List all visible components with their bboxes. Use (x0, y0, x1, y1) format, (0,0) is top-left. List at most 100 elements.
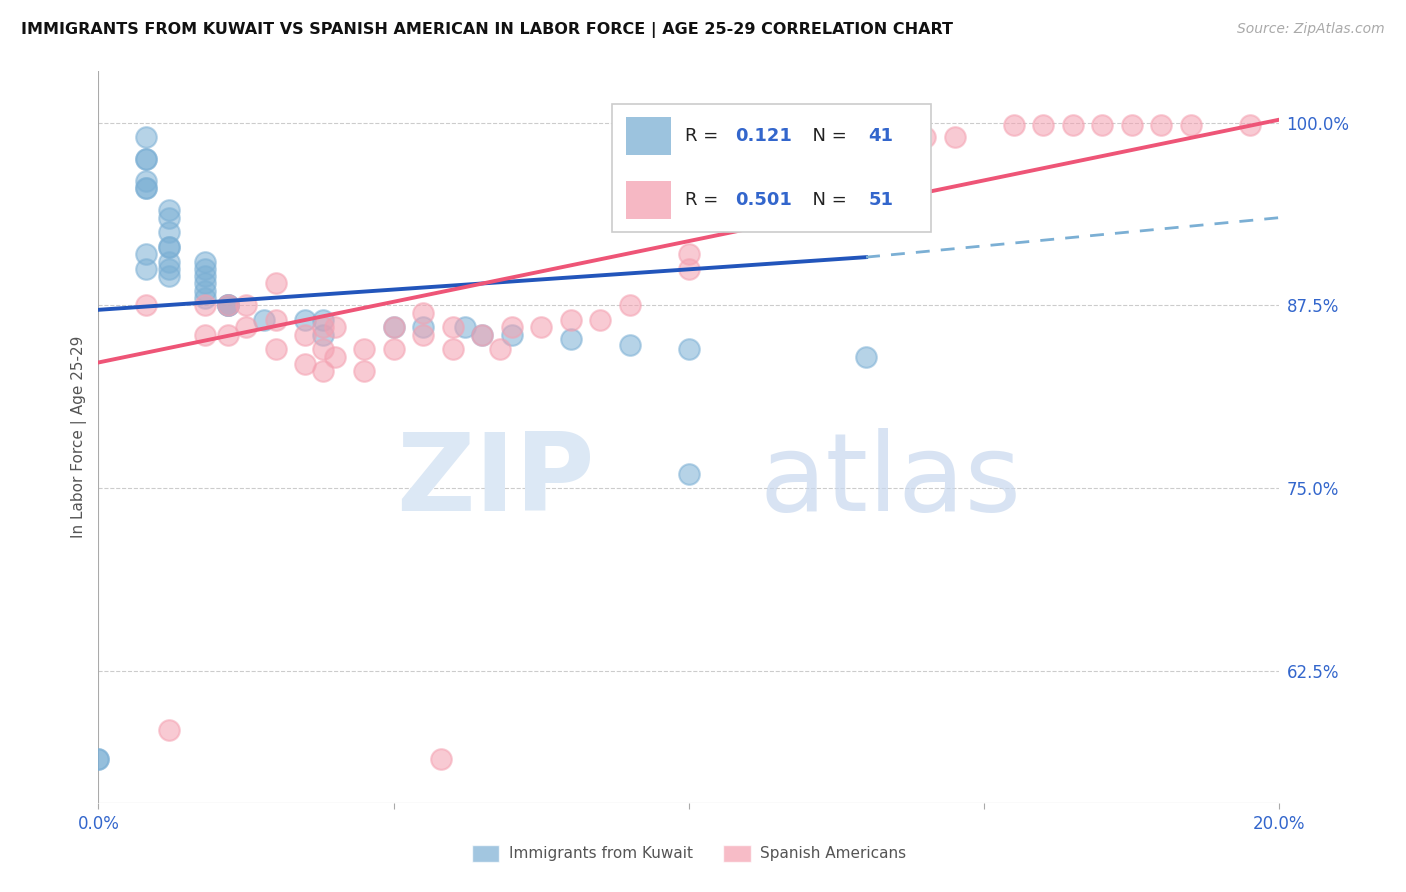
Point (312, 364, 335, 378)
Point (501, 320, 523, 334)
Point (157, 240, 180, 254)
Point (157, 225, 180, 239)
Point (914, 130, 936, 145)
Text: N =: N = (801, 128, 852, 145)
Point (194, 269, 217, 284)
Bar (626, 117, 671, 155)
Point (157, 261, 180, 276)
Point (194, 284, 217, 298)
Point (430, 752, 453, 766)
Point (194, 277, 217, 291)
Point (796, 174, 818, 188)
Point (312, 327, 335, 342)
Bar (626, 181, 671, 219)
Point (157, 254, 180, 268)
Point (855, 152, 877, 166)
Point (471, 327, 494, 342)
Point (678, 247, 700, 261)
Point (589, 313, 612, 327)
Point (135, 152, 157, 166)
Point (235, 320, 257, 334)
Point (412, 306, 434, 320)
Point (441, 343, 464, 357)
Point (312, 343, 335, 357)
Point (294, 327, 316, 342)
Point (294, 357, 316, 371)
Point (501, 327, 523, 342)
Point (312, 320, 335, 334)
Text: 41: 41 (869, 128, 893, 145)
Text: R =: R = (685, 128, 724, 145)
Text: atlas: atlas (759, 428, 1022, 534)
Point (194, 298, 217, 312)
Point (194, 261, 217, 276)
Point (87, 752, 110, 766)
Y-axis label: In Labor Force | Age 25-29: In Labor Force | Age 25-29 (72, 336, 87, 538)
Text: IMMIGRANTS FROM KUWAIT VS SPANISH AMERICAN IN LABOR FORCE | AGE 25-29 CORRELATIO: IMMIGRANTS FROM KUWAIT VS SPANISH AMERIC… (21, 22, 953, 38)
Point (264, 277, 287, 291)
Point (217, 298, 239, 312)
Text: 0.501: 0.501 (735, 191, 792, 210)
Point (1032, 119, 1054, 133)
Point (217, 327, 239, 342)
Point (619, 298, 641, 312)
Point (217, 298, 239, 312)
Point (1002, 119, 1025, 133)
Point (471, 327, 494, 342)
Point (1062, 119, 1084, 133)
Point (1121, 119, 1143, 133)
Point (312, 313, 335, 327)
Text: N =: N = (801, 191, 852, 210)
Point (1239, 119, 1261, 133)
Point (855, 350, 877, 364)
Point (235, 298, 257, 312)
Point (943, 130, 966, 145)
Point (135, 261, 157, 276)
Point (560, 332, 582, 346)
Point (157, 240, 180, 254)
Point (825, 167, 848, 181)
Point (1150, 119, 1173, 133)
Point (884, 152, 907, 166)
Point (217, 298, 239, 312)
Point (264, 343, 287, 357)
Legend: Immigrants from Kuwait, Spanish Americans: Immigrants from Kuwait, Spanish American… (465, 838, 912, 868)
Point (530, 320, 553, 334)
Point (194, 327, 217, 342)
Point (353, 343, 375, 357)
Point (194, 291, 217, 305)
Point (678, 467, 700, 481)
Point (412, 320, 434, 334)
Point (157, 203, 180, 218)
Point (135, 152, 157, 166)
Point (323, 320, 346, 334)
Point (1091, 119, 1114, 133)
Point (1180, 119, 1202, 133)
Point (135, 298, 157, 312)
Point (217, 298, 239, 312)
Text: Source: ZipAtlas.com: Source: ZipAtlas.com (1237, 22, 1385, 37)
Point (87, 752, 110, 766)
Text: 0.121: 0.121 (735, 128, 792, 145)
Point (382, 320, 405, 334)
Point (353, 364, 375, 378)
Point (294, 313, 316, 327)
Text: R =: R = (685, 191, 724, 210)
Point (157, 211, 180, 225)
Point (253, 313, 276, 327)
Point (489, 343, 512, 357)
Point (737, 188, 759, 202)
FancyBboxPatch shape (612, 104, 931, 232)
Point (678, 261, 700, 276)
Point (453, 320, 475, 334)
Point (135, 247, 157, 261)
Text: 51: 51 (869, 191, 893, 210)
Point (135, 181, 157, 195)
Point (441, 320, 464, 334)
Point (382, 343, 405, 357)
Point (135, 181, 157, 195)
Point (135, 174, 157, 188)
Point (135, 130, 157, 145)
Point (157, 269, 180, 284)
Text: ZIP: ZIP (396, 428, 595, 534)
